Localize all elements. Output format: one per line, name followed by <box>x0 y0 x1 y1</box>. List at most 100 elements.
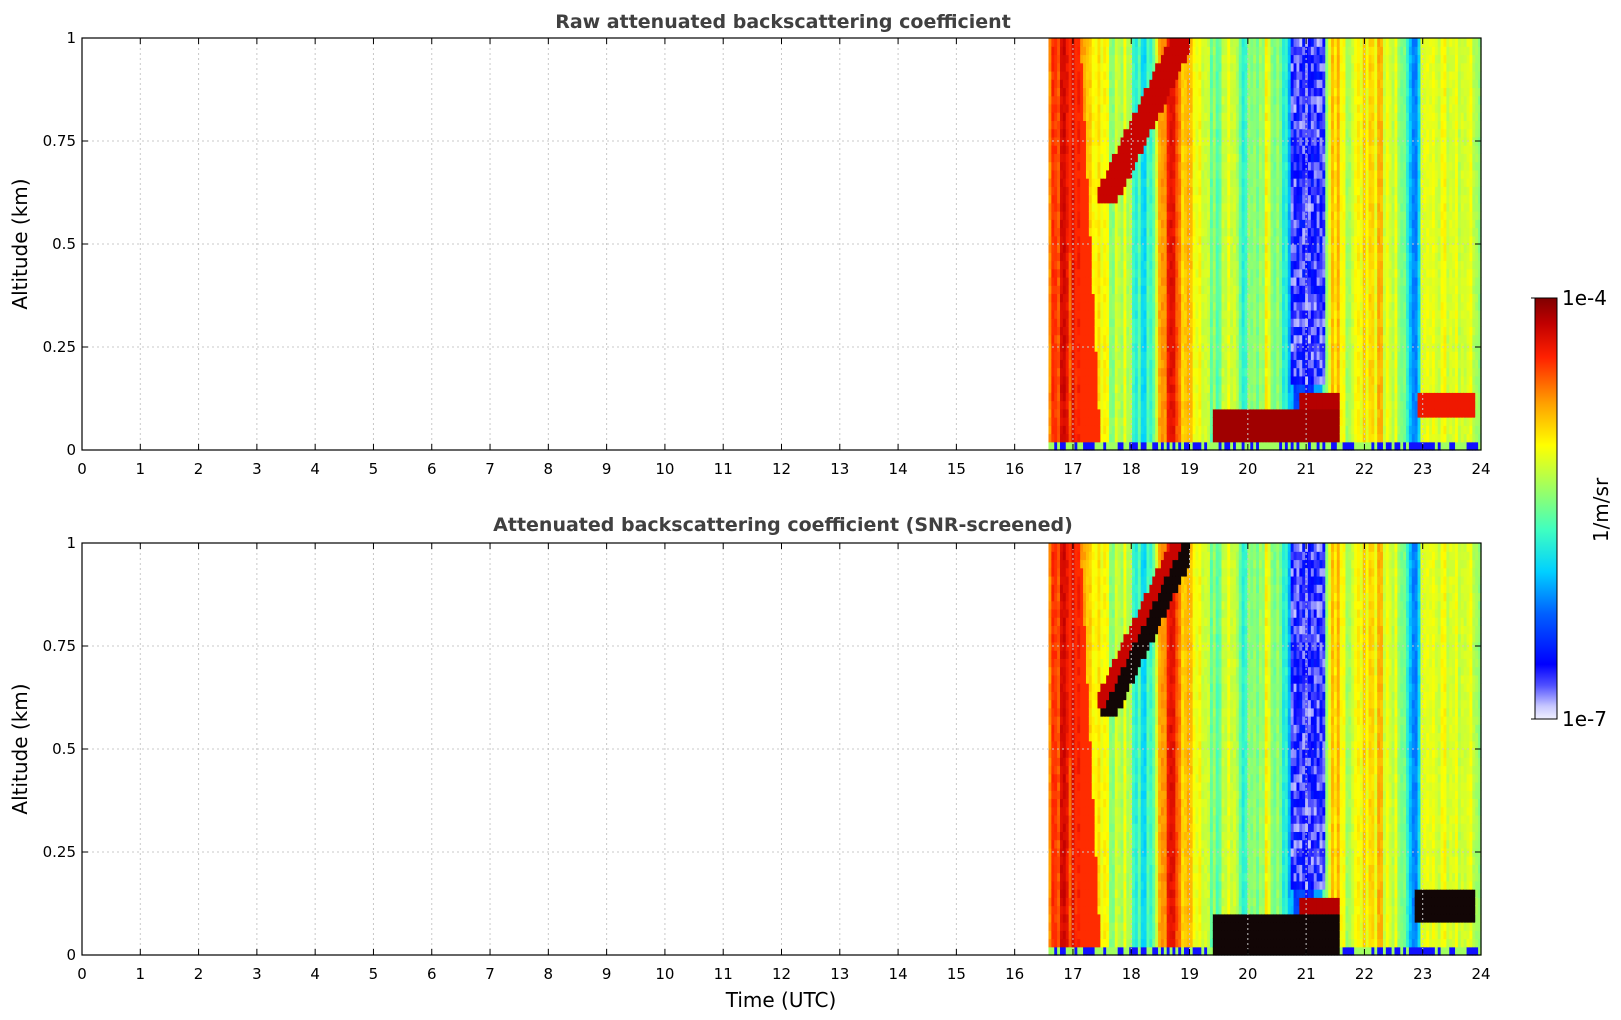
heatmap-cell <box>1103 186 1107 196</box>
heatmap-cell <box>1085 301 1090 311</box>
heatmap-cell <box>1258 367 1263 377</box>
heatmap-cell <box>1080 260 1084 270</box>
heatmap-cell <box>1238 145 1243 154</box>
heatmap-cell <box>1331 400 1335 410</box>
heatmap-cell <box>1048 260 1052 270</box>
heatmap-cell <box>1230 400 1234 410</box>
heatmap-cell <box>1299 400 1303 410</box>
heatmap-cell <box>1184 252 1188 262</box>
heatmap-cell <box>1247 194 1251 204</box>
heatmap-cell <box>1074 112 1078 121</box>
heatmap-cell <box>1192 79 1197 89</box>
heatmap-cell <box>1209 441 1214 451</box>
heatmap-cell <box>1094 235 1099 245</box>
heatmap-cell <box>1126 227 1130 237</box>
heatmap-cell <box>1088 79 1093 89</box>
heatmap-cell <box>1184 293 1188 303</box>
heatmap-cell <box>1307 235 1312 245</box>
heatmap-cell <box>1201 384 1205 393</box>
heatmap-cell <box>1195 95 1200 105</box>
heatmap-cell <box>1209 417 1214 426</box>
heatmap-cell <box>1218 202 1223 212</box>
heatmap-cell <box>1296 285 1300 295</box>
heatmap-cell <box>1158 342 1162 352</box>
heatmap-cell <box>1258 120 1263 130</box>
heatmap-cell <box>1331 392 1335 402</box>
heatmap-cell <box>1158 367 1162 377</box>
heatmap-cell <box>1184 285 1188 295</box>
heatmap-cell <box>1267 392 1272 402</box>
heatmap-cell <box>1201 318 1205 327</box>
heatmap-cell <box>1279 318 1283 327</box>
heatmap-cell <box>1328 79 1332 89</box>
heatmap-cell <box>1253 260 1257 270</box>
heatmap-cell <box>1313 326 1318 336</box>
heatmap-cell <box>1117 252 1122 262</box>
heatmap-cell <box>1143 128 1148 138</box>
heatmap-cell <box>1293 276 1298 286</box>
heatmap-cell <box>1155 70 1159 80</box>
heatmap-cell <box>1178 211 1182 220</box>
heatmap-cell <box>1117 235 1122 245</box>
heatmap-cell <box>1094 178 1099 187</box>
heatmap-cell <box>1192 169 1197 179</box>
heatmap-cell <box>1328 169 1332 179</box>
heatmap-cell <box>1158 120 1162 130</box>
heatmap-cell <box>1109 128 1113 138</box>
heatmap-cell <box>1250 334 1254 344</box>
heatmap-cell <box>1126 178 1130 187</box>
heatmap-cell <box>1215 268 1220 278</box>
heatmap-cell <box>1322 384 1326 393</box>
heatmap-cell <box>1256 441 1260 451</box>
heatmap-cell <box>1152 260 1156 270</box>
heatmap-cell <box>1276 260 1280 270</box>
heatmap-cell <box>1149 359 1153 369</box>
heatmap-cell <box>1204 62 1208 72</box>
heatmap-cell <box>1123 375 1127 385</box>
heatmap-cell <box>1155 161 1159 171</box>
heatmap-cell <box>1215 334 1220 344</box>
heatmap-cell <box>1218 120 1223 130</box>
heatmap-cell <box>1186 112 1191 121</box>
heatmap-cell <box>1235 186 1240 196</box>
heatmap-cell <box>1057 202 1061 212</box>
heatmap-cell <box>1106 103 1110 113</box>
heatmap-cell <box>1175 392 1179 402</box>
heatmap-cell <box>1134 252 1139 262</box>
heatmap-cell <box>1238 293 1243 303</box>
heatmap-cell <box>1097 309 1101 319</box>
heatmap-cell <box>1181 87 1185 97</box>
heatmap-cell <box>1065 268 1070 278</box>
heatmap-cell <box>1054 38 1058 47</box>
heatmap-cell <box>1189 169 1194 179</box>
heatmap-cell <box>1155 293 1159 303</box>
heatmap-cell <box>1273 334 1277 344</box>
heatmap-cell <box>1333 318 1338 327</box>
heatmap-cell <box>1296 359 1300 369</box>
heatmap-cell <box>1279 128 1283 138</box>
heatmap-cell <box>1137 194 1142 204</box>
heatmap-cell <box>1247 260 1251 270</box>
heatmap-cell <box>1097 433 1101 443</box>
heatmap-cell <box>1106 285 1110 295</box>
heatmap-cell <box>1276 79 1280 89</box>
heatmap-cell <box>1207 87 1211 97</box>
heatmap-cell <box>1097 326 1101 336</box>
heatmap-cell <box>1235 227 1240 237</box>
heatmap-cell <box>1230 120 1234 130</box>
heatmap-cell <box>1201 62 1205 72</box>
heatmap-cell <box>1097 194 1101 204</box>
heatmap-cell <box>1097 161 1101 171</box>
heatmap-cell <box>1227 375 1231 385</box>
heatmap-cell <box>1215 400 1220 410</box>
heatmap-cell <box>1207 433 1211 443</box>
heatmap-cell <box>1117 334 1122 344</box>
heatmap-cell <box>1091 293 1096 303</box>
heatmap-cell <box>1103 103 1107 113</box>
heatmap-cell <box>1062 268 1067 278</box>
heatmap-cell <box>1091 178 1096 187</box>
heatmap-cell <box>1215 194 1220 204</box>
heatmap-cell <box>1261 293 1266 303</box>
heatmap-cell <box>1146 128 1150 138</box>
heatmap-cell <box>1166 334 1171 344</box>
